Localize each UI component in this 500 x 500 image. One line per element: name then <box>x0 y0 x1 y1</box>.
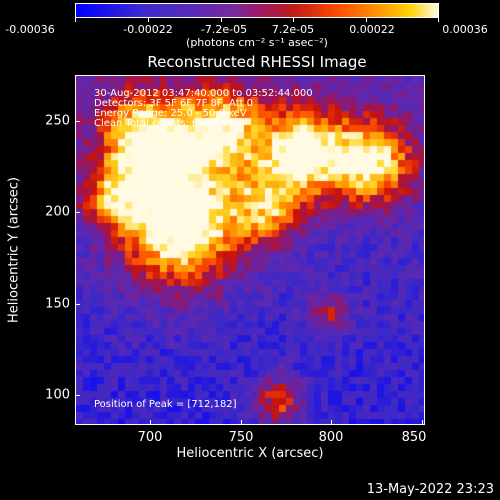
y-tick <box>75 121 80 122</box>
x-tick-label: 800 <box>318 430 344 445</box>
plot-title: Reconstructed RHESSI Image <box>147 53 367 71</box>
footer-timestamp: 13-May-2022 23:23 <box>366 482 494 497</box>
rhessi-image <box>76 76 424 424</box>
x-tick <box>150 420 151 425</box>
info-time-range: 30-Aug-2012 03:47:40.000 to 03:52:44.000 <box>94 88 313 99</box>
colorbar-tick-label: -0.00036 <box>5 23 55 36</box>
x-tick-label: 850 <box>401 430 427 445</box>
y-tick-label: 200 <box>45 204 70 220</box>
x-tick <box>331 420 332 425</box>
y-tick <box>75 395 80 396</box>
colorbar-tick <box>438 18 439 22</box>
y-tick <box>75 212 80 213</box>
colorbar-tick-label: 0.00036 <box>442 23 488 36</box>
colorbar-tick-label: 0.00022 <box>349 23 395 36</box>
image-plot <box>75 75 425 425</box>
colorbar-tick <box>75 18 76 22</box>
x-tick <box>422 420 423 425</box>
info-counts: Clean Total counts: 6.68E+03 <box>94 118 242 129</box>
colorbar-tick-label: -7.2e-05 <box>200 23 248 36</box>
y-tick-label: 150 <box>45 296 70 312</box>
y-tick-label: 250 <box>45 113 70 129</box>
y-axis-label: Heliocentric Y (arcsec) <box>6 177 22 323</box>
x-tick-label: 700 <box>137 430 163 445</box>
image-info: 30-Aug-2012 03:47:40.000 to 03:52:44.000… <box>94 89 313 129</box>
colorbar-tick <box>293 18 294 22</box>
colorbar-tick-label: -0.00022 <box>123 23 173 36</box>
x-tick-label: 750 <box>228 430 254 445</box>
peak-position: Position of Peak = [712,182] <box>94 399 237 410</box>
colorbar-tick <box>148 18 149 22</box>
info-detectors: Detectors: 3F 5F 6F 7F 8F, Att 0 <box>94 98 254 109</box>
colorbar <box>75 3 439 18</box>
colorbar-units: (photons cm⁻² s⁻¹ asec⁻²) <box>186 36 328 49</box>
info-energy-range: Energy Range: 25.0 - 50.0 keV <box>94 108 247 119</box>
colorbar-tick-label: 7.2e-05 <box>271 23 315 36</box>
x-axis-label: Heliocentric X (arcsec) <box>176 446 324 461</box>
y-tick-label: 100 <box>45 387 70 403</box>
x-tick <box>241 420 242 425</box>
colorbar-tick <box>366 18 367 22</box>
y-tick <box>75 304 80 305</box>
colorbar-tick <box>221 18 222 22</box>
